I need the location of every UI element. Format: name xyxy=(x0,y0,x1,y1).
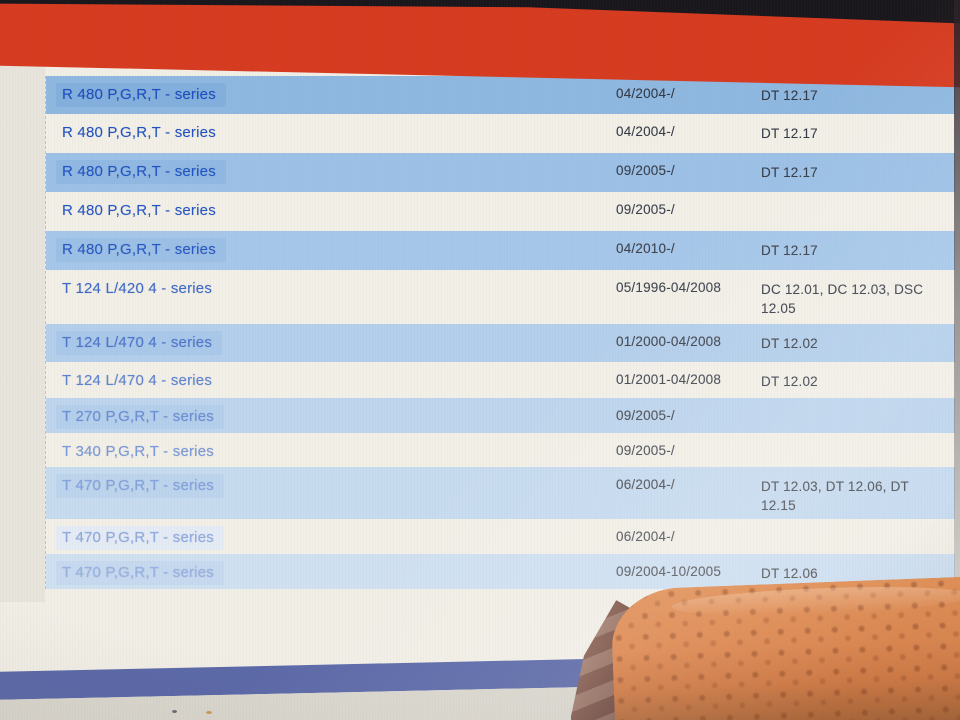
model-table: R 480 P,G,R,T - series 04/2004-/ DT 12.1… xyxy=(45,76,955,589)
model-link[interactable]: T 470 P,G,R,T - series xyxy=(56,474,224,498)
engine-cell: DT 12.17 xyxy=(761,243,818,258)
model-link[interactable]: T 340 P,G,R,T - series xyxy=(62,443,214,460)
engine-cell: DC 12.01, DC 12.03, DSC 12.05 xyxy=(761,282,924,316)
table-row[interactable]: R 480 P,G,R,T - series 04/2010-/ DT 12.1… xyxy=(46,231,955,270)
model-link[interactable]: R 480 P,G,R,T - series xyxy=(62,202,216,219)
table-row[interactable]: T 470 P,G,R,T - series 06/2004-/ DT 12.0… xyxy=(46,467,955,519)
paper-towel-roll xyxy=(566,575,960,720)
model-link[interactable]: R 480 P,G,R,T - series xyxy=(62,124,216,141)
model-cell: T 270 P,G,R,T - series xyxy=(46,398,616,429)
model-cell: T 124 L/470 4 - series xyxy=(46,324,616,355)
date-cell: 04/2004-/ xyxy=(616,124,675,139)
date-cell: 09/2005-/ xyxy=(616,163,675,178)
date-cell: 09/2005-/ xyxy=(616,202,675,217)
cutoff-icon-speck xyxy=(206,711,212,714)
model-link[interactable]: T 124 L/470 4 - series xyxy=(56,331,223,355)
model-cell: T 470 P,G,R,T - series xyxy=(46,519,616,550)
model-link[interactable]: R 480 P,G,R,T - series xyxy=(56,238,226,262)
engine-cell xyxy=(761,433,946,443)
table-row[interactable]: T 124 L/420 4 - series 05/1996-04/2008 D… xyxy=(46,270,955,324)
table-row[interactable]: R 480 P,G,R,T - series 09/2005-/ DT 12.1… xyxy=(46,153,955,192)
cutoff-icon-speck xyxy=(172,710,177,713)
date-cell: 06/2004-/ xyxy=(616,529,675,544)
model-link[interactable]: T 124 L/420 4 - series xyxy=(62,280,213,297)
engine-cell: DT 12.02 xyxy=(761,336,818,351)
screen-right-edge xyxy=(954,0,960,600)
model-cell: R 480 P,G,R,T - series xyxy=(46,192,616,223)
table-row[interactable]: R 480 P,G,R,T - series 04/2004-/ DT 12.1… xyxy=(46,114,955,153)
model-link[interactable]: R 480 P,G,R,T - series xyxy=(56,160,226,184)
date-cell: 04/2010-/ xyxy=(616,241,675,256)
date-cell: 01/2001-04/2008 xyxy=(616,372,722,387)
model-link[interactable]: T 470 P,G,R,T - series xyxy=(56,561,224,585)
engine-cell xyxy=(761,192,946,202)
model-cell: T 470 P,G,R,T - series xyxy=(46,467,616,498)
date-cell: 01/2000-04/2008 xyxy=(616,334,722,349)
table-row[interactable]: T 340 P,G,R,T - series 09/2005-/ xyxy=(46,433,955,467)
model-link[interactable]: T 470 P,G,R,T - series xyxy=(56,526,224,550)
model-cell: R 480 P,G,R,T - series xyxy=(46,76,616,107)
model-cell: R 480 P,G,R,T - series xyxy=(46,114,616,145)
table-row[interactable]: T 470 P,G,R,T - series 06/2004-/ xyxy=(46,519,955,554)
model-link[interactable]: T 124 L/470 4 - series xyxy=(62,372,213,389)
model-link[interactable]: R 480 P,G,R,T - series xyxy=(56,83,226,107)
table-row[interactable]: T 124 L/470 4 - series 01/2000-04/2008 D… xyxy=(46,324,955,362)
model-link[interactable]: T 270 P,G,R,T - series xyxy=(56,405,224,429)
date-cell: 05/1996-04/2008 xyxy=(616,280,722,295)
page-left-gutter xyxy=(0,62,45,602)
engine-cell: DT 12.17 xyxy=(761,165,818,180)
table-row[interactable]: R 480 P,G,R,T - series 09/2005-/ xyxy=(46,192,955,231)
date-cell: 09/2005-/ xyxy=(616,408,675,423)
date-cell: 09/2005-/ xyxy=(616,443,675,458)
date-cell: 09/2004-10/2005 xyxy=(616,564,722,579)
date-cell: 04/2004-/ xyxy=(616,86,675,101)
engine-cell xyxy=(761,398,946,408)
engine-cell: DT 12.17 xyxy=(761,126,818,141)
table-row[interactable]: T 124 L/470 4 - series 01/2001-04/2008 D… xyxy=(46,362,955,398)
model-cell: R 480 P,G,R,T - series xyxy=(46,231,616,262)
model-cell: T 124 L/470 4 - series xyxy=(46,362,616,393)
model-cell: T 340 P,G,R,T - series xyxy=(46,433,616,464)
table-row[interactable]: T 270 P,G,R,T - series 09/2005-/ xyxy=(46,398,955,433)
engine-cell: DT 12.03, DT 12.06, DT 12.15 xyxy=(761,479,909,513)
engine-cell xyxy=(761,519,946,529)
date-cell: 06/2004-/ xyxy=(616,477,675,492)
engine-cell: DT 12.02 xyxy=(761,374,818,389)
model-cell: R 480 P,G,R,T - series xyxy=(46,153,616,184)
engine-cell: DT 12.17 xyxy=(761,88,818,103)
model-cell: T 124 L/420 4 - series xyxy=(46,270,616,301)
model-cell: T 470 P,G,R,T - series xyxy=(46,554,616,585)
engine-cell: DT 12.06 xyxy=(761,566,818,581)
